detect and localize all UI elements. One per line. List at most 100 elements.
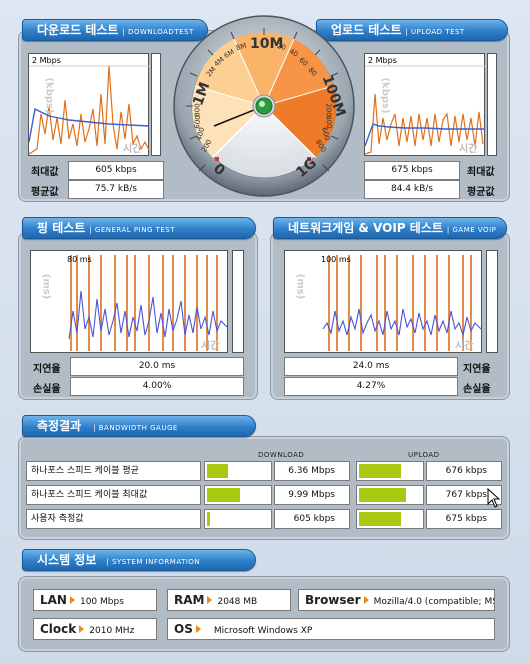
- speed-gauge-dial: [173, 15, 355, 197]
- result-row-label: 하나포스 스피드 케이블 최대값: [26, 485, 201, 505]
- lan-value: 100 Mbps: [79, 597, 124, 607]
- download-graph: 2 Mbps (kbps) 시간: [28, 53, 150, 156]
- result-down-value: 9.99 Mbps: [274, 485, 350, 505]
- voip-loss-label: 손실율: [463, 384, 491, 395]
- download-series-line: [29, 65, 150, 155]
- sysinfo-ram: RAM 2048 MB: [167, 589, 291, 611]
- voip-axis-time: 시간: [455, 341, 474, 352]
- ping-graph-plot: [68, 255, 228, 351]
- voip-loss-value: 4.27%: [284, 377, 458, 396]
- voip-graph-plot: [322, 255, 482, 351]
- sysinfo-browser: Browser Mozilla/4.0 (compatible; MS: [298, 589, 495, 611]
- ping-loss-label: 손실율: [33, 384, 61, 395]
- tab-results-title: 측정결과: [37, 419, 82, 433]
- result-down-value: 6.36 Mbps: [274, 461, 350, 481]
- speed-gauge: 0 1M 10M 100M 1G 200 400 600 800 2M 4M 6…: [172, 14, 356, 198]
- result-down-fill: [207, 464, 228, 478]
- tab-sysinfo[interactable]: 시스템 정보 | SYSTEM INFORMATION: [22, 549, 256, 571]
- result-row-label: 사용자 측정값: [26, 509, 201, 529]
- result-down-bar: [204, 461, 272, 481]
- tab-sysinfo-title: 시스템 정보: [37, 553, 97, 567]
- ping-axis-unit: (ms): [40, 273, 52, 300]
- tab-ping-test[interactable]: 핑 테스트 | GENERAL PING TEST: [22, 217, 256, 239]
- download-avg-value: 75.7 kB/s: [68, 180, 164, 199]
- result-row-label: 하나포스 스피드 케이블 평균: [26, 461, 201, 481]
- tab-download-test[interactable]: 다운로드 테스트 | DOWNLOADTEST: [22, 19, 208, 41]
- upload-avg-label: 평균값: [467, 187, 495, 198]
- sysinfo-clock: Clock 2010 MHz: [33, 618, 157, 640]
- clock-label: Clock: [40, 622, 77, 636]
- tab-ping-title: 핑 테스트: [37, 221, 86, 235]
- gauge-small-label: 800: [193, 103, 202, 117]
- upload-avg-line: [365, 123, 485, 147]
- os-value: Microsoft Windows XP: [213, 626, 313, 636]
- result-up-fill: [359, 512, 401, 526]
- ping-axis-time: 시간: [201, 341, 220, 352]
- tab-voip-title: 네트워크게임 & VOIP 테스트: [288, 221, 443, 235]
- voip-axis-unit: (ms): [294, 273, 306, 300]
- arrow-icon: [69, 596, 75, 604]
- result-up-bar: [356, 461, 424, 481]
- arrow-icon: [363, 596, 369, 604]
- ping-scale-bar: [232, 250, 244, 353]
- tab-voip-sub: | GAME VOIP: [446, 226, 497, 234]
- voip-series-line: [322, 308, 482, 338]
- result-up-value: 675 kbps: [426, 509, 502, 529]
- result-down-bar: [204, 509, 272, 529]
- tab-download-title: 다운로드 테스트: [37, 23, 119, 37]
- arrow-icon: [207, 596, 213, 604]
- lan-label: LAN: [40, 593, 67, 607]
- download-avg-line: [29, 107, 150, 143]
- os-label: OS: [174, 622, 193, 636]
- result-down-fill: [207, 512, 210, 526]
- sysinfo-panel: [18, 576, 510, 652]
- upload-graph: 2 Mbps (kbps) 시간: [364, 53, 486, 156]
- upload-axis-time: 시간: [459, 144, 478, 155]
- download-max-label: 최대값: [31, 167, 59, 178]
- result-up-value: 676 kbps: [426, 461, 502, 481]
- tab-sysinfo-sub: | SYSTEM INFORMATION: [106, 558, 201, 566]
- result-down-fill: [207, 488, 240, 502]
- ram-label: RAM: [174, 593, 205, 607]
- upload-scale-bar: [487, 53, 497, 156]
- sysinfo-lan: LAN 100 Mbps: [33, 589, 157, 611]
- upload-scale-label: 2 Mbps: [368, 56, 397, 65]
- result-up-bar: [356, 485, 424, 505]
- gauge-small-label: 600: [193, 114, 203, 130]
- tab-ping-sub: | GENERAL PING TEST: [89, 226, 176, 234]
- result-down-value: 605 kbps: [274, 509, 350, 529]
- clock-value: 2010 MHz: [89, 626, 135, 636]
- voip-latency-label: 지연율: [463, 364, 491, 375]
- browser-value: Mozilla/4.0 (compatible; MS: [373, 597, 495, 607]
- tab-upload-title: 업로드 테스트: [331, 23, 402, 37]
- result-up-value: 767 kbps: [426, 485, 502, 505]
- results-col-upload: UPLOAD: [408, 451, 440, 459]
- upload-avg-value: 84.4 kB/s: [364, 180, 460, 199]
- tab-voip-test[interactable]: 네트워크게임 & VOIP 테스트 | GAME VOIP: [273, 217, 507, 239]
- ping-scale-label: 80 ms: [67, 255, 92, 264]
- arrow-icon: [195, 625, 201, 633]
- result-up-bar: [356, 509, 424, 529]
- ping-latency-label: 지연율: [33, 364, 61, 375]
- ping-series-line: [68, 290, 228, 340]
- tab-upload-test[interactable]: 업로드 테스트 | UPLOAD TEST: [316, 19, 508, 41]
- results-col-download: DOWNLOAD: [258, 451, 305, 459]
- upload-series-line: [365, 93, 484, 155]
- arrow-icon: [79, 625, 85, 633]
- ram-value: 2048 MB: [217, 597, 258, 607]
- voip-scale-bar: [486, 250, 498, 353]
- upload-graph-plot: [365, 65, 486, 155]
- upload-max-value: 675 kbps: [364, 161, 460, 180]
- download-max-value: 605 kbps: [68, 161, 164, 180]
- sysinfo-os: OS Microsoft Windows XP: [167, 618, 495, 640]
- ping-loss-value: 4.00%: [70, 377, 244, 396]
- upload-axis-unit: (kbps): [379, 77, 391, 114]
- result-up-fill: [359, 488, 406, 502]
- download-graph-plot: [29, 65, 150, 155]
- download-axis-unit: (kbps): [43, 77, 55, 114]
- ping-latency-value: 20.0 ms: [70, 357, 244, 376]
- voip-scale-label: 100 ms: [321, 255, 351, 264]
- result-up-fill: [359, 464, 401, 478]
- download-axis-time: 시간: [123, 144, 142, 155]
- tab-results[interactable]: 측정결과 | BANDWIDTH GAUGE: [22, 415, 256, 437]
